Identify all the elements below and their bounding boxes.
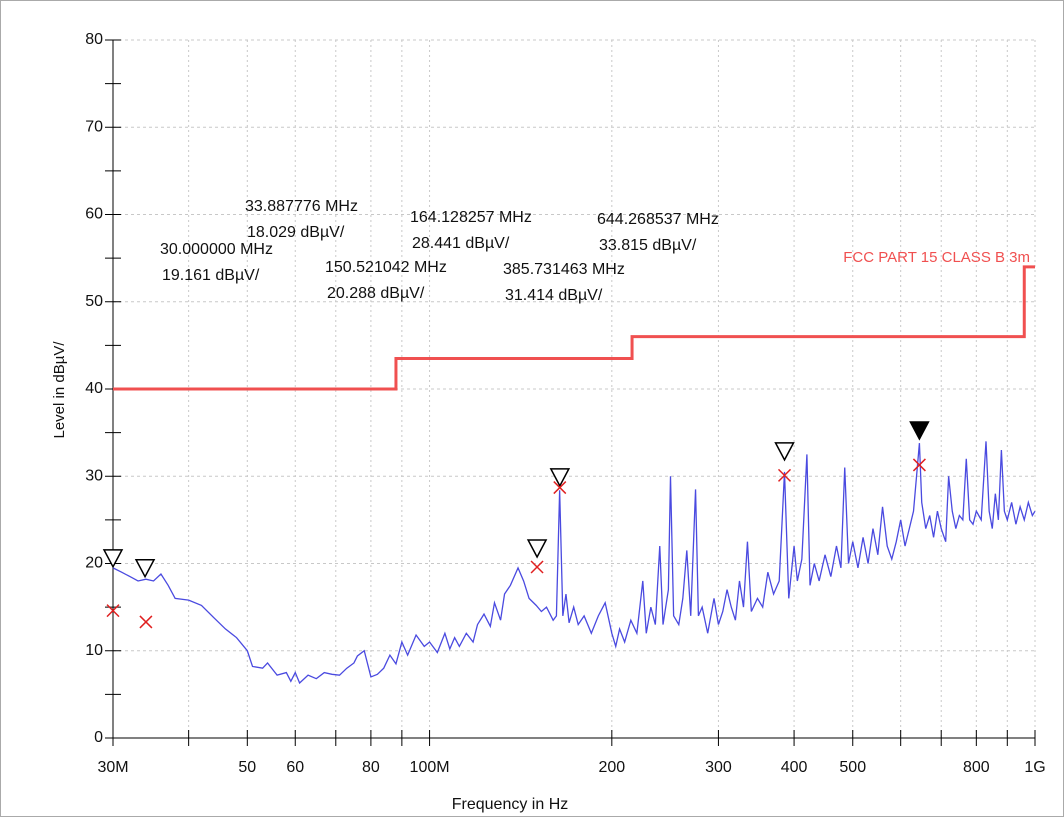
y-tick-label: 40 [85, 380, 103, 397]
peak-freq-label: 644.268537 MHz [597, 211, 719, 228]
quasi-peak-marker [777, 468, 792, 482]
peak-level-label: 19.161 dBµV/ [162, 267, 260, 284]
x-axis-label: Frequency in Hz [452, 796, 569, 813]
x-tick-label: 500 [839, 759, 866, 776]
peak-freq-label: 150.521042 MHz [325, 259, 447, 276]
x-tick-label: 60 [286, 759, 304, 776]
x-tick-label: 1G [1024, 759, 1045, 776]
trace-line [112, 441, 1036, 685]
peak-level-label: 33.815 dBµV/ [599, 237, 697, 254]
x-tick-label: 200 [598, 759, 625, 776]
peak-freq-label: 33.887776 MHz [245, 198, 358, 215]
y-tick-label: 80 [85, 31, 103, 48]
peak-marker [526, 539, 548, 559]
y-tick-label: 0 [94, 729, 103, 746]
x-tick-label: 300 [705, 759, 732, 776]
x-tick-label: 30M [97, 759, 128, 776]
peak-freq-label: 164.128257 MHz [410, 209, 532, 226]
x-tick-label: 80 [362, 759, 380, 776]
peak-marker [102, 549, 124, 569]
peak-level-label: 18.029 dBµV/ [247, 224, 345, 241]
peak-marker [549, 468, 571, 488]
quasi-peak-marker [106, 604, 120, 618]
quasi-peak-marker [912, 458, 926, 472]
y-tick-label: 10 [85, 642, 103, 659]
y-axis-label: Level in dBµV/ [51, 341, 68, 439]
x-tick-label: 50 [238, 759, 256, 776]
quasi-peak-marker [553, 481, 567, 495]
peak-marker [134, 558, 156, 579]
peak-freq-label: 30.000000 MHz [160, 241, 273, 258]
peak-level-label: 20.288 dBµV/ [327, 285, 425, 302]
limit-line [113, 265, 1035, 391]
peak-marker [909, 421, 930, 441]
quasi-peak-marker [139, 615, 153, 629]
y-tick-label: 20 [85, 555, 103, 572]
peak-level-label: 31.414 dBµV/ [505, 287, 603, 304]
peak-level-label: 28.441 dBµV/ [412, 235, 510, 252]
x-tick-label: 100M [410, 759, 450, 776]
peak-freq-label: 385.731463 MHz [503, 261, 625, 278]
x-tick-label: 800 [963, 759, 990, 776]
peak-marker [774, 442, 795, 462]
x-tick-label: 400 [781, 759, 808, 776]
y-tick-label: 30 [85, 467, 103, 484]
y-tick-label: 60 [85, 206, 103, 223]
y-tick-label: 50 [85, 293, 103, 310]
limit-label: FCC PART 15 CLASS B 3m [843, 249, 1030, 266]
y-tick-label: 70 [85, 118, 103, 135]
quasi-peak-marker [530, 560, 544, 574]
